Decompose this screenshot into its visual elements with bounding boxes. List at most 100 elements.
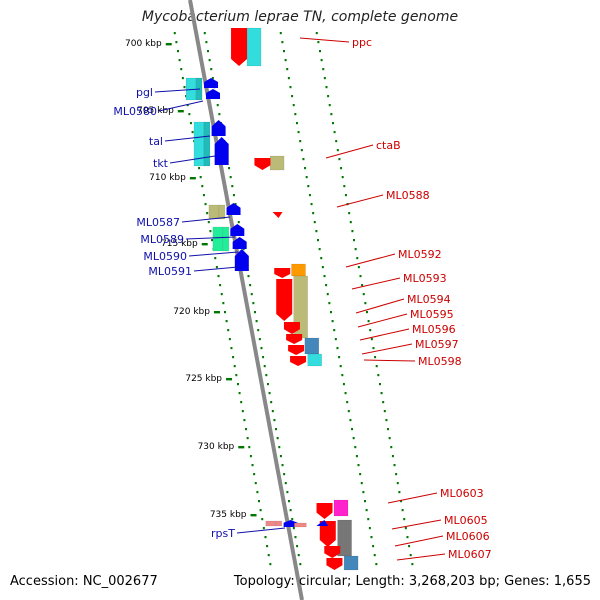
guide-dot [344, 392, 347, 395]
leader-tal [164, 135, 211, 142]
guide-dot [268, 392, 271, 395]
leader-ml0590 [188, 251, 239, 257]
guide-dot [275, 428, 278, 431]
tick-label-710-kbp: 710 kbp [149, 173, 186, 183]
tick-mark [201, 243, 208, 246]
guide-dot [318, 248, 321, 251]
forward-gene-arrow-3-3 [326, 558, 343, 570]
guide-dot [227, 329, 230, 332]
guide-dot [269, 563, 272, 566]
guide-dot [237, 221, 240, 224]
guide-dot [284, 59, 287, 62]
leader-ml0587 [181, 216, 231, 223]
guide-dot [287, 77, 290, 80]
guide-dot [270, 401, 273, 404]
guide-dot [297, 554, 300, 557]
gene-label-rpst: rpsT [211, 527, 235, 540]
tick-mark [177, 110, 184, 113]
gene-label-ml0603: ML0603 [440, 487, 484, 500]
guide-dot [401, 509, 404, 512]
guide-dot [349, 419, 352, 422]
guide-dot [368, 527, 371, 530]
guide-dot [328, 104, 331, 107]
reverse-gene-arrow-4-0 [283, 520, 298, 527]
guide-dot [253, 473, 256, 476]
leader-ml0596 [359, 328, 410, 341]
guide-dot [198, 167, 201, 170]
reverse-cog-shade-2 [218, 204, 226, 220]
guide-dot [338, 356, 341, 359]
topology-text: Topology: circular; Length: 3,268,203 bp… [233, 574, 591, 589]
forward-cog-block-3-2 [343, 555, 359, 571]
guide-dot [362, 293, 365, 296]
guide-dot [317, 41, 320, 44]
guide-dot [173, 32, 176, 35]
guide-dot [208, 59, 211, 62]
guide-dot [248, 446, 251, 449]
guide-dot [252, 302, 255, 305]
guide-dot [359, 275, 362, 278]
gene-label-ml0594: ML0594 [407, 293, 451, 306]
guide-dot [329, 311, 332, 314]
reverse-cog-shade-1 [203, 121, 211, 167]
guide-dot [361, 284, 364, 287]
tick-label-735-kbp: 735 kbp [210, 510, 247, 520]
guide-dot [342, 383, 345, 386]
leader-ml0597 [361, 343, 413, 355]
gene-label-ml0595: ML0595 [410, 308, 454, 321]
leader-rpst [236, 527, 286, 534]
reverse-gene-arrow-2-0 [226, 203, 241, 215]
tick-mark [189, 177, 196, 180]
guide-dot [355, 455, 358, 458]
guide-dot [325, 284, 328, 287]
guide-dot [279, 455, 282, 458]
genome-backbone [188, 0, 304, 600]
guide-dot [281, 464, 284, 467]
guide-dot [351, 428, 354, 431]
guide-dot [286, 491, 289, 494]
guide-dot [326, 293, 329, 296]
guide-dot [385, 419, 388, 422]
reverse-gene-arrow-3-0 [230, 224, 245, 236]
guide-dot [310, 203, 313, 206]
guide-dot [302, 158, 305, 161]
reverse-cog-shade-4 [275, 520, 283, 527]
guide-dot [398, 491, 401, 494]
guide-dot [349, 221, 352, 224]
guide-dot [409, 554, 412, 557]
reverse-cog-shade-3 [222, 226, 230, 252]
forward-cog-block-2-2 [304, 337, 320, 355]
guide-dot [225, 320, 228, 323]
guide-dot [181, 77, 184, 80]
forward-gene-arrow-3-0 [316, 503, 333, 519]
gene-label-ml0606: ML0606 [446, 530, 490, 543]
guide-dot [278, 446, 281, 449]
guide-dot [328, 302, 331, 305]
guide-dot [387, 428, 390, 431]
forward-gene-arrow-2-3 [286, 334, 303, 344]
guide-dot [183, 86, 186, 89]
tick-label-720-kbp: 720 kbp [173, 307, 210, 317]
guide-dot [249, 284, 252, 287]
guide-dot [186, 104, 189, 107]
guide-dot [299, 563, 302, 566]
gene-label-ml0580: ML0580 [113, 105, 157, 118]
guide-dot [367, 518, 370, 521]
forward-gene-arrow-3-1 [319, 521, 336, 547]
guide-dot [214, 257, 217, 260]
reverse-cog-block-4 [265, 520, 277, 527]
guide-dot [391, 455, 394, 458]
guide-dot [307, 185, 310, 188]
guide-dot [241, 410, 244, 413]
guide-dot [188, 113, 191, 116]
guide-dot [207, 221, 210, 224]
guide-dot [189, 122, 192, 125]
guide-dot [294, 536, 297, 539]
forward-gene-arrow-2-5 [290, 356, 307, 366]
guide-dot [393, 464, 396, 467]
guide-dot [219, 284, 222, 287]
tick-mark [165, 43, 172, 46]
forward-cog-block-0 [246, 27, 262, 67]
forward-cog-block-3-0 [333, 499, 349, 517]
guide-dot [229, 176, 232, 179]
